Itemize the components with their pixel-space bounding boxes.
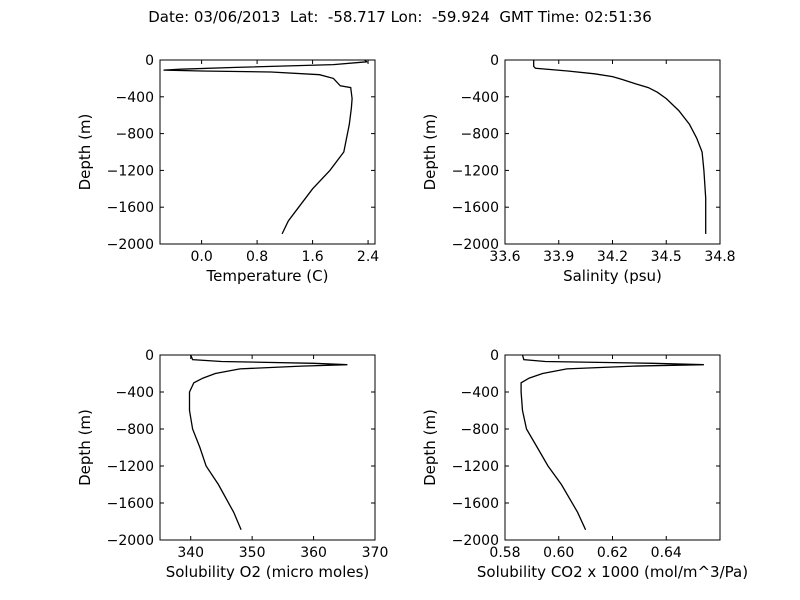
- series-line: [533, 60, 707, 234]
- y-tick-label: 0: [490, 348, 499, 364]
- y-tick-label: −400: [116, 385, 154, 401]
- y-tick-label: −2000: [107, 533, 154, 549]
- y-tick-label: −400: [461, 90, 499, 106]
- y-tick-label: 0: [145, 53, 154, 69]
- series-line: [163, 60, 369, 235]
- series-line: [520, 355, 704, 531]
- x-tick-label: 0.64: [651, 545, 682, 561]
- y-tick-label: −1200: [107, 163, 154, 179]
- plot-frame: [504, 59, 721, 245]
- y-tick-label: −2000: [452, 533, 499, 549]
- y-tick-label: −1600: [107, 496, 154, 512]
- y-tick-label: −2000: [452, 237, 499, 253]
- figure-title: Date: 03/06/2013 Lat: -58.717 Lon: -59.9…: [148, 8, 652, 26]
- y-tick-label: −1200: [452, 459, 499, 475]
- y-tick-label: −800: [116, 127, 154, 143]
- subplot-salinity: 33.6 33.9 34.2 34.5 34.8 0 −400 −800 −1200 −1600 −…: [421, 53, 736, 285]
- x-tick-label: 350: [239, 545, 266, 561]
- x-tick-label: 370: [362, 545, 389, 561]
- x-tick-label: 0.58: [489, 545, 520, 561]
- x-tick-label: 34.2: [597, 249, 628, 265]
- x-tick-label: 0.8: [246, 249, 268, 265]
- x-axis-label: Solubility CO2 x 1000 (mol/m^3/Pa): [477, 563, 748, 581]
- x-tick-label: 1.6: [301, 249, 323, 265]
- subplot-temperature: 0.0 0.8 1.6 2.4 0 −400 −800 −1200 −1600 −2000 Temp…: [76, 53, 379, 285]
- x-tick-label: 0.62: [597, 545, 628, 561]
- plot-frame: [159, 354, 376, 541]
- x-tick-label: 34.5: [651, 249, 682, 265]
- x-tick-label: 33.6: [489, 249, 520, 265]
- x-tick-label: 0.0: [190, 249, 212, 265]
- y-tick-label: −1600: [452, 496, 499, 512]
- x-tick-label: 0.60: [543, 545, 574, 561]
- y-tick-label: −800: [461, 422, 499, 438]
- y-tick-label: −400: [461, 385, 499, 401]
- y-tick-label: −1600: [452, 200, 499, 216]
- y-axis-label: Depth (m): [421, 114, 439, 191]
- y-axis-label: Depth (m): [421, 409, 439, 486]
- x-axis-label: Solubility O2 (micro moles): [166, 563, 370, 581]
- y-tick-label: −800: [461, 127, 499, 143]
- y-tick-label: −1200: [452, 163, 499, 179]
- y-tick-label: −1600: [107, 200, 154, 216]
- y-tick-label: −2000: [107, 237, 154, 253]
- y-tick-label: −800: [116, 422, 154, 438]
- y-axis-label: Depth (m): [76, 114, 94, 191]
- y-tick-label: 0: [145, 348, 154, 364]
- series-line: [188, 355, 348, 531]
- subplot-o2-solubility: 340 350 360 370 0 −400 −800 −1200 −1600 −2000 Solu…: [76, 348, 388, 581]
- plot-frame: [159, 59, 376, 245]
- y-tick-label: 0: [490, 53, 499, 69]
- x-tick-label: 2.4: [357, 249, 379, 265]
- x-axis-label: Salinity (psu): [563, 267, 662, 285]
- x-tick-label: 360: [300, 545, 327, 561]
- x-tick-label: 33.9: [543, 249, 574, 265]
- y-tick-label: −1200: [107, 459, 154, 475]
- y-axis-label: Depth (m): [76, 409, 94, 486]
- x-tick-label: 340: [177, 545, 204, 561]
- y-tick-label: −400: [116, 90, 154, 106]
- x-axis-label: Temperature (C): [206, 267, 329, 285]
- subplot-co2-solubility: 0.58 0.60 0.62 0.64 0 −400 −800 −1200 −1600 −2000…: [421, 348, 748, 581]
- x-tick-label: 34.8: [704, 249, 735, 265]
